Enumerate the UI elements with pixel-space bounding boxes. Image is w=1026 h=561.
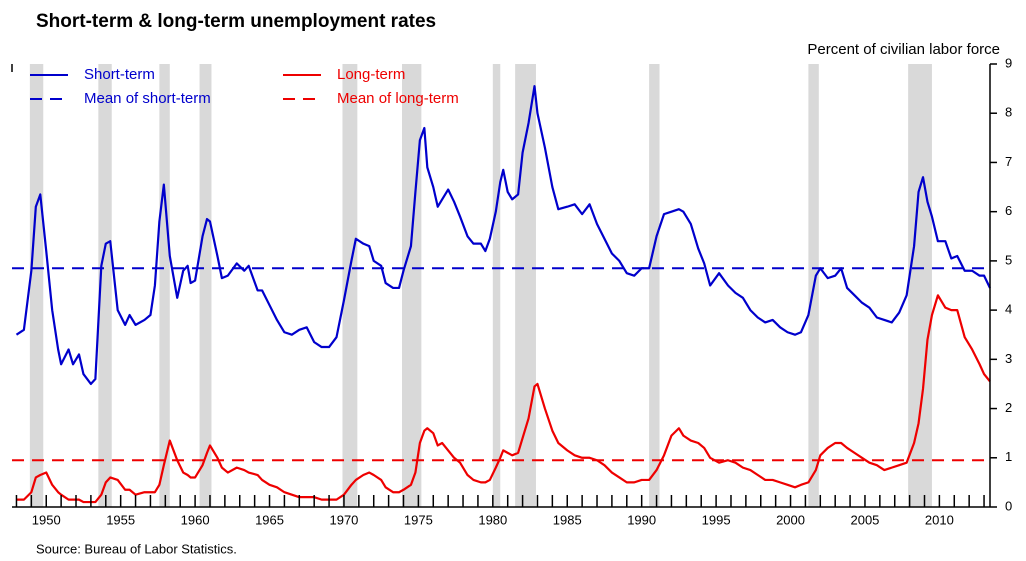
series-line — [15, 85, 991, 386]
legend-label: Mean of short-term — [84, 90, 211, 107]
x-tick-label: 1995 — [702, 512, 731, 527]
recession-band — [515, 64, 536, 507]
recession-band — [29, 64, 44, 507]
x-tick-label: 1970 — [329, 512, 358, 527]
x-tick-label: 1985 — [553, 512, 582, 527]
recession-band — [98, 64, 112, 507]
y-tick-label: 9 — [1005, 55, 1012, 70]
y-tick-label: 2 — [1005, 400, 1012, 415]
y-tick-label: 1 — [1005, 449, 1012, 464]
chart-title: Short-term & long-term unemployment rate… — [36, 11, 436, 32]
legend-label: Short-term — [84, 66, 155, 83]
recession-band — [402, 64, 422, 507]
legend: Short-term Long-term Mean of short-term Mea… — [30, 66, 459, 107]
y-tick-label: 0 — [1005, 498, 1012, 513]
y-tick-label: 8 — [1005, 105, 1012, 120]
series-line — [16, 294, 991, 504]
x-tick-label: 1975 — [404, 512, 433, 527]
y-tick-label: 4 — [1005, 302, 1012, 317]
y-tick-label: 3 — [1005, 351, 1012, 366]
y-tick-label: 7 — [1005, 154, 1012, 169]
recession-band — [908, 64, 932, 507]
x-tick-label: 1955 — [106, 512, 135, 527]
x-tick-label: 2005 — [850, 512, 879, 527]
x-tick-label: 1950 — [32, 512, 61, 527]
recession-band — [159, 64, 170, 507]
x-tick-label: 1980 — [478, 512, 507, 527]
line-layer — [12, 85, 991, 504]
x-tick-label: 1960 — [181, 512, 210, 527]
x-tick-label: 2010 — [925, 512, 954, 527]
recession-band — [649, 64, 660, 507]
axis-layer: 1950 1955 1960 1965 1970 1975 1980 1985 1990 1995… — [11, 55, 1012, 527]
recession-band — [342, 64, 358, 507]
y-tick-label: 5 — [1005, 252, 1012, 267]
recession-band — [199, 64, 212, 507]
legend-label: Mean of long-term — [337, 90, 459, 107]
recession-band — [492, 64, 501, 507]
recession-layer — [29, 64, 932, 507]
x-tick-label: 1965 — [255, 512, 284, 527]
legend-label: Long-term — [337, 66, 405, 83]
y-tick-label: 6 — [1005, 203, 1012, 218]
y-axis-label: Percent of civilian labor force — [807, 41, 1000, 58]
x-tick-label: 2000 — [776, 512, 805, 527]
x-tick-label: 1990 — [627, 512, 656, 527]
source-note: Source: Bureau of Labor Statistics. — [36, 541, 237, 556]
